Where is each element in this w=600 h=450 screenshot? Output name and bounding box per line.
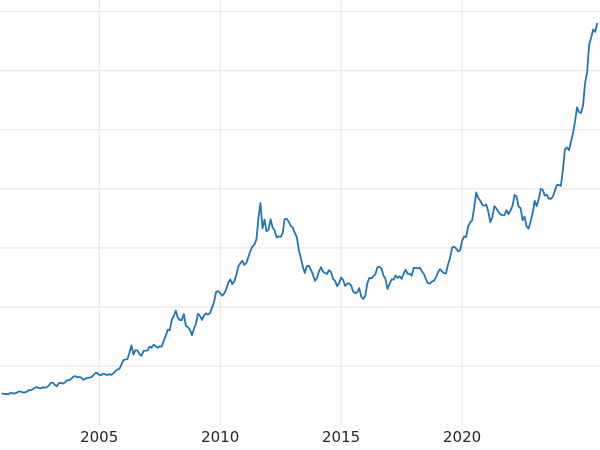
x-axis-tick-label: 2005 <box>80 428 118 446</box>
x-axis-tick-label: 2020 <box>443 428 481 446</box>
x-axis-tick-label: 2015 <box>322 428 360 446</box>
price-series-line <box>1 22 599 396</box>
x-axis-tick-label: 2010 <box>201 428 239 446</box>
